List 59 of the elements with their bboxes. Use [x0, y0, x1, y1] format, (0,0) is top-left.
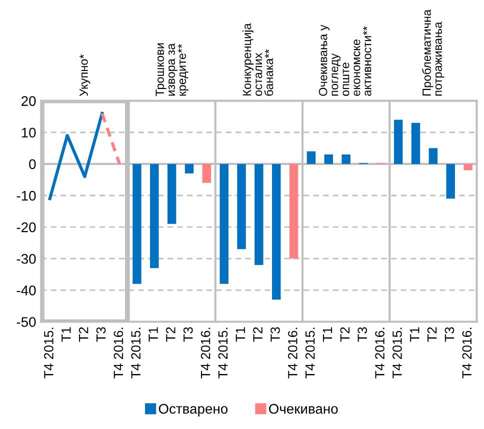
- y-tick-label: -10: [16, 190, 36, 201]
- x-tick-label: T4 2015.: [131, 328, 141, 378]
- legend-label: Очекивано: [269, 404, 338, 414]
- y-tick-label: 10: [22, 128, 36, 138]
- x-tick-label: T4 2016.: [462, 328, 472, 378]
- x-tick-label: T4 2015.: [305, 328, 315, 378]
- x-tick-label: T3: [270, 327, 280, 342]
- bar: [411, 122, 420, 164]
- bar: [464, 164, 472, 170]
- x-tick-label: T4 2016.: [288, 328, 298, 378]
- x-tick-label: T2: [78, 327, 88, 342]
- text: Укупно*: [80, 54, 90, 96]
- bar: [237, 164, 246, 250]
- x-tick-label: T4 2015.: [44, 328, 54, 378]
- y-tick-label: -40: [16, 286, 36, 296]
- bar: [289, 164, 298, 259]
- y-tick-label: -30: [16, 254, 36, 264]
- x-tick-label: T4 2016.: [200, 328, 210, 378]
- x-tick-label: T4 2016.: [375, 328, 384, 378]
- bar: [306, 151, 316, 164]
- text: Конкуренција осталих банака**: [242, 23, 274, 96]
- bar: [342, 154, 350, 164]
- x-tick-label: T2: [166, 327, 176, 342]
- x-tick-label: T3: [96, 327, 106, 342]
- bar: [428, 148, 438, 164]
- x-tick-label: T1: [410, 327, 420, 342]
- text: Трошкови извора за кредите**: [156, 43, 188, 96]
- x-tick-label: T1: [236, 327, 245, 342]
- bar: [324, 154, 333, 164]
- bar: [132, 164, 142, 284]
- x-tick-label: T2: [253, 327, 262, 342]
- line-series: [48, 112, 104, 200]
- text: Проблематична потраживања: [422, 9, 444, 96]
- x-tick-label: T2: [340, 327, 350, 342]
- legend-label: Остварено: [158, 404, 228, 416]
- x-tick-label: T4 2015.: [392, 328, 402, 378]
- y-tick-label: -50: [16, 317, 36, 327]
- x-tick-label: T3: [444, 327, 454, 342]
- y-tick-label: -20: [16, 222, 36, 232]
- x-tick-label: T4 2015.: [218, 328, 228, 378]
- x-tick-label: T1: [322, 327, 332, 342]
- x-tick-label: T1: [62, 327, 71, 342]
- x-tick-label: T2: [427, 327, 437, 342]
- bar: [394, 120, 403, 164]
- bar: [220, 164, 228, 284]
- x-tick-label: T1: [148, 327, 158, 342]
- bar: [254, 164, 264, 265]
- bar: [167, 164, 176, 224]
- bar: [184, 164, 194, 174]
- text: Очекивања у погледу опште економске активности**: [318, 24, 372, 96]
- y-tick-label: 0: [29, 159, 36, 170]
- y-tick-label: 20: [22, 96, 36, 106]
- bar: [202, 164, 212, 183]
- x-tick-label: T4 2016.: [114, 328, 124, 378]
- x-tick-label: T3: [183, 327, 193, 342]
- x-tick-label: T3: [358, 327, 368, 342]
- bar: [150, 164, 159, 268]
- bar: [446, 164, 455, 199]
- bar: [272, 164, 281, 300]
